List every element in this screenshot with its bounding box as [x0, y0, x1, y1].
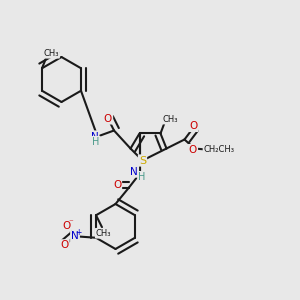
Text: CH₃: CH₃ — [96, 229, 111, 238]
Text: CH₃: CH₃ — [163, 115, 178, 124]
Text: ⁻: ⁻ — [68, 218, 73, 227]
Text: H: H — [138, 172, 146, 182]
Text: N: N — [71, 231, 79, 241]
Text: N: N — [91, 131, 98, 142]
Text: +: + — [75, 228, 82, 237]
Text: H: H — [92, 137, 100, 147]
Text: CH₂CH₃: CH₂CH₃ — [203, 146, 235, 154]
Text: S: S — [139, 155, 146, 166]
Text: N: N — [130, 167, 138, 177]
Text: O: O — [60, 240, 69, 250]
Text: O: O — [113, 179, 121, 190]
Text: O: O — [189, 121, 198, 131]
Text: O: O — [189, 145, 197, 155]
Text: O: O — [62, 221, 70, 231]
Text: CH₃: CH₃ — [44, 49, 59, 58]
Text: O: O — [104, 113, 112, 124]
